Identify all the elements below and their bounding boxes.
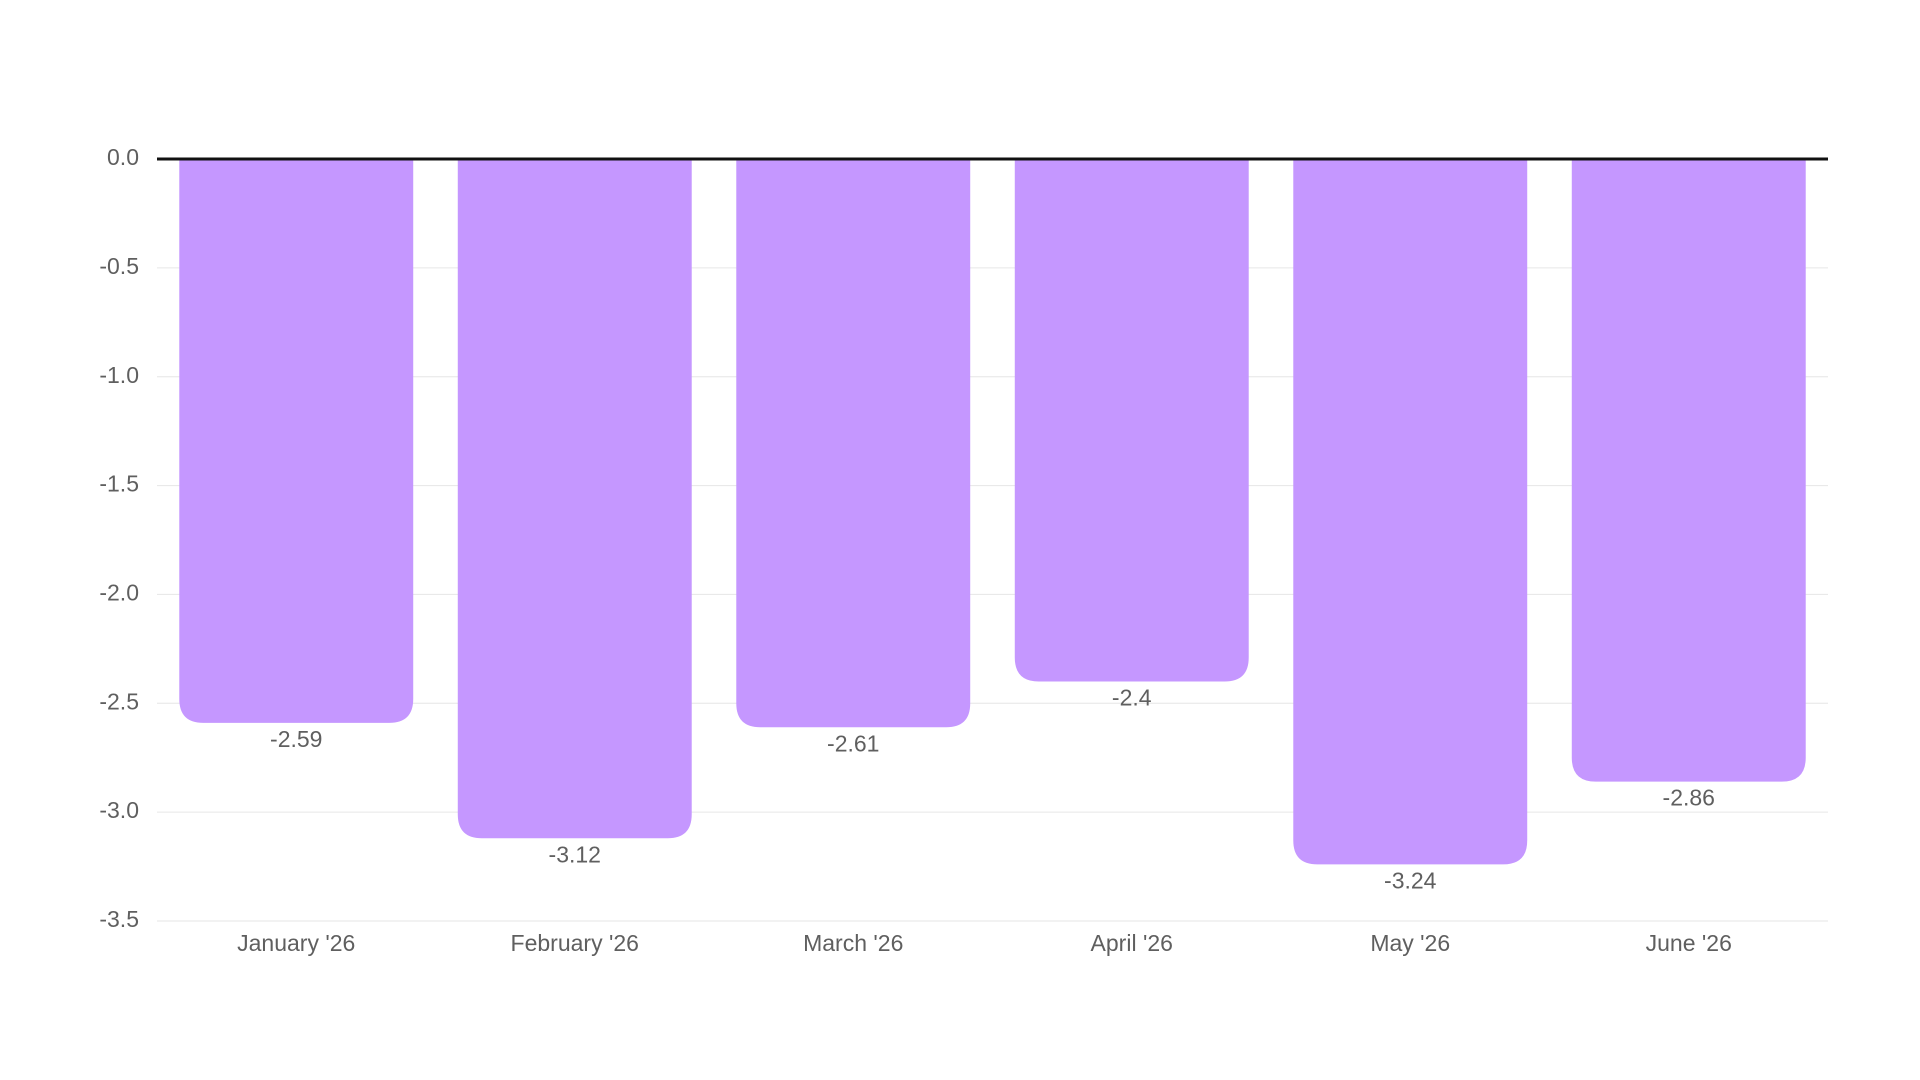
bar	[179, 159, 414, 723]
y-tick-label: -1.0	[99, 362, 139, 388]
value-label: -2.61	[827, 730, 879, 756]
x-tick-label: March '26	[803, 930, 903, 956]
x-tick-label: April '26	[1091, 930, 1173, 956]
y-tick-label: -2.0	[99, 580, 139, 606]
value-label: -2.59	[270, 726, 322, 752]
value-label: -3.12	[549, 841, 601, 867]
x-tick-label: January '26	[237, 930, 355, 956]
x-tick-label: May '26	[1370, 930, 1450, 956]
value-label: -2.86	[1663, 785, 1715, 811]
y-tick-label: -0.5	[99, 253, 139, 279]
y-tick-label: -1.5	[99, 471, 139, 497]
bar	[1293, 159, 1528, 865]
bar	[457, 159, 692, 839]
y-tick-label: -3.5	[99, 906, 139, 932]
y-tick-label: -3.0	[99, 797, 139, 823]
y-tick-label: 0.0	[107, 144, 139, 170]
y-tick-label: -2.5	[99, 688, 139, 714]
value-label: -3.24	[1384, 867, 1437, 893]
x-tick-label: February '26	[511, 930, 639, 956]
bar	[736, 159, 971, 728]
x-tick-label: June '26	[1646, 930, 1732, 956]
bar	[1014, 159, 1249, 682]
bar	[1571, 159, 1806, 782]
value-label: -2.4	[1112, 685, 1152, 711]
